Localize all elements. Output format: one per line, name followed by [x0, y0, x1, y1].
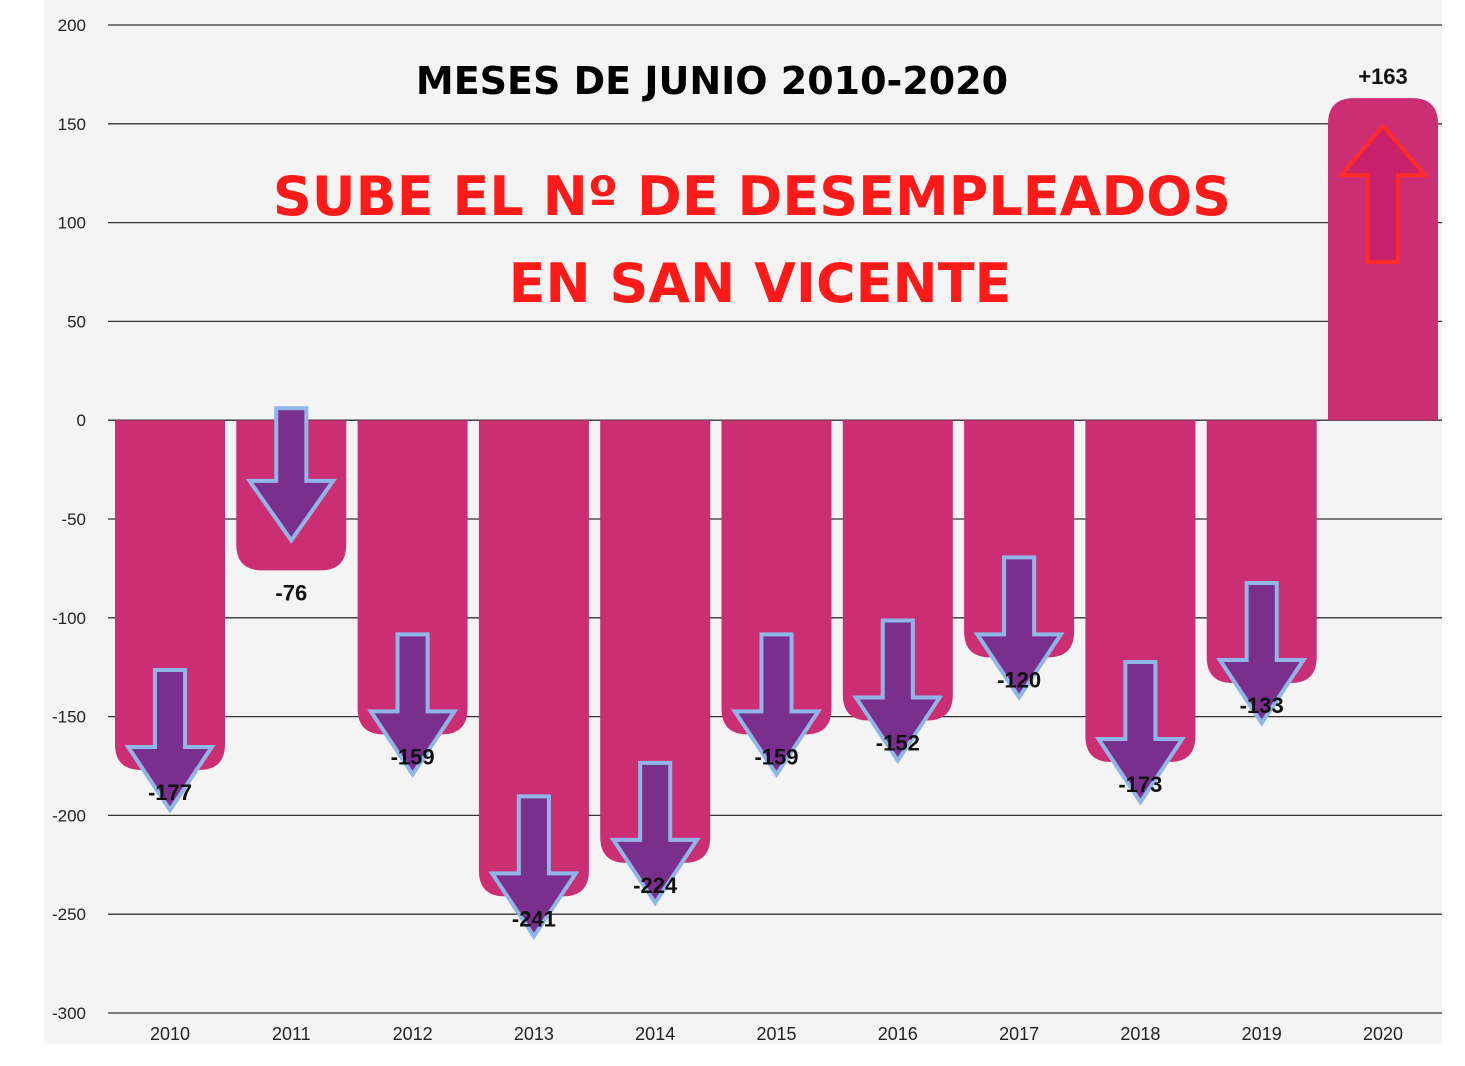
label-layer: 2010 -177 2011 -76 2012 -159 2013 -241 2014 -224 2…: [148, 64, 1408, 1044]
headline-line-2: EN SAN VICENTE: [509, 252, 1012, 315]
y-tick-label: -200: [52, 806, 86, 825]
bar-2015: [721, 420, 832, 735]
y-tick-label: 0: [77, 411, 86, 430]
data-label-2014: -224: [633, 873, 678, 898]
y-tick-label: 50: [67, 312, 86, 331]
bar-2013: [478, 420, 589, 897]
data-label-2011: -76: [275, 580, 307, 605]
up-arrow-icon: [1336, 123, 1430, 265]
data-label-2016: -152: [876, 731, 920, 756]
x-tick-label: 2018: [1120, 1024, 1160, 1044]
down-arrow-icon: [852, 618, 944, 765]
y-tick-label: -50: [61, 510, 86, 529]
bar-layer: [115, 98, 1438, 897]
data-label-2010: -177: [148, 780, 192, 805]
y-tick-label: -100: [52, 609, 86, 628]
down-arrow-icon: [973, 555, 1065, 701]
y-tick-label: -250: [52, 905, 86, 924]
down-arrow-icon: [245, 406, 337, 544]
bar-2019: [1206, 420, 1317, 684]
data-label-2018: -173: [1118, 772, 1162, 797]
y-tick-label: -150: [52, 708, 86, 727]
down-arrow-icon: [124, 667, 216, 814]
headline-line-1: SUBE EL Nº DE DESEMPLEADOS: [273, 165, 1231, 228]
x-tick-label: 2019: [1242, 1024, 1282, 1044]
bar-2017: [964, 420, 1075, 658]
y-tick-label: 150: [58, 115, 86, 134]
y-tick-label: 200: [58, 16, 86, 35]
bar-2016: [842, 420, 953, 721]
down-arrow-icon: [609, 760, 701, 907]
y-tick-label: 100: [58, 214, 86, 233]
arrow-layer: [124, 123, 1430, 941]
data-label-2017: -120: [997, 667, 1041, 692]
bar-2018: [1085, 420, 1196, 763]
x-tick-label: 2015: [756, 1024, 796, 1044]
x-tick-label: 2011: [272, 1024, 311, 1044]
down-arrow-icon: [488, 794, 580, 941]
x-tick-label: 2013: [514, 1024, 554, 1044]
bar-2010: [115, 420, 225, 770]
x-tick-label: 2016: [878, 1024, 918, 1044]
data-label-2020: +163: [1358, 64, 1408, 89]
data-label-2019: -133: [1240, 693, 1284, 718]
down-arrow-icon: [730, 632, 823, 779]
down-arrow-icon: [1094, 660, 1186, 806]
y-tick-label: -300: [52, 1004, 86, 1023]
chart-title: MESES DE JUNIO 2010-2020: [416, 59, 1008, 103]
x-tick-label: 2020: [1363, 1024, 1403, 1044]
x-tick-label: 2014: [635, 1024, 675, 1044]
x-tick-label: 2017: [999, 1024, 1039, 1044]
data-label-2015: -159: [754, 744, 798, 769]
bar-2014: [600, 420, 711, 863]
x-tick-label: 2010: [150, 1024, 190, 1044]
down-arrow-icon: [367, 632, 459, 779]
down-arrow-icon: [1216, 581, 1308, 727]
bar-2012: [357, 420, 468, 735]
data-label-2012: -159: [391, 744, 435, 769]
x-tick-label: 2012: [393, 1024, 433, 1044]
data-label-2013: -241: [512, 906, 556, 931]
